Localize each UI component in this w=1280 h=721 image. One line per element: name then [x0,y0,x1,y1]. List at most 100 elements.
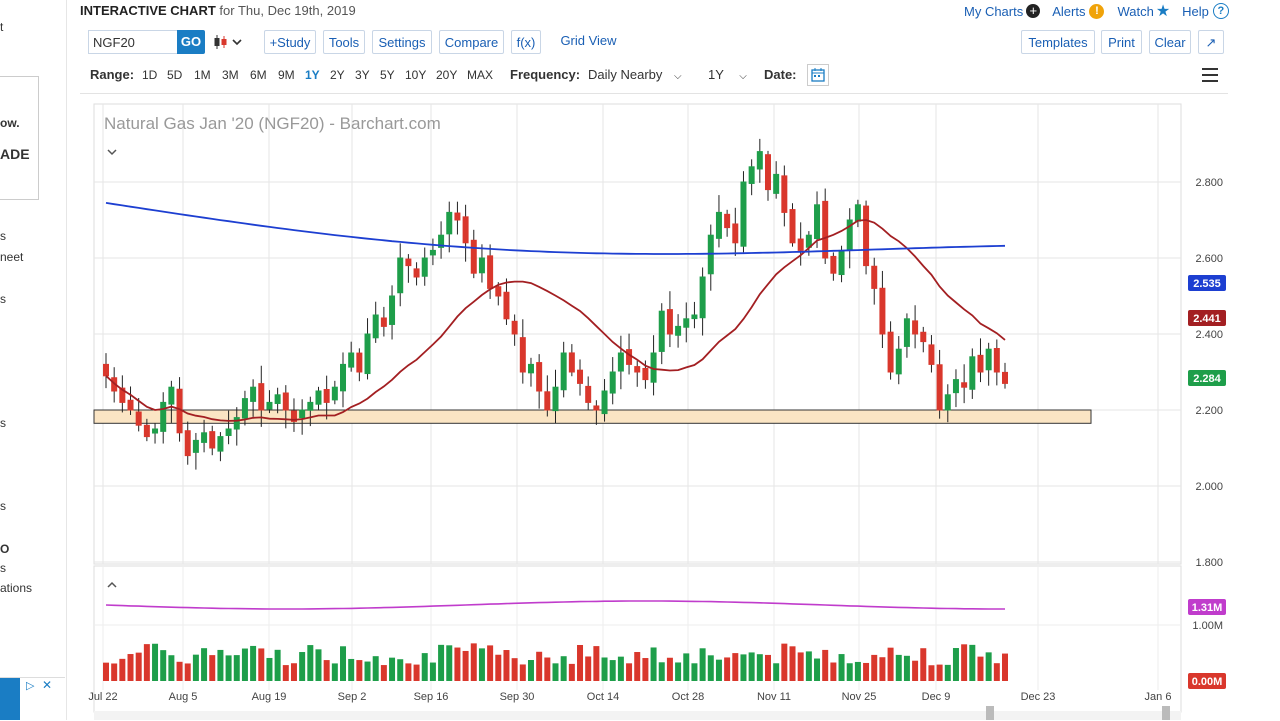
range-1m[interactable]: 1M [194,68,211,82]
my-charts-link[interactable]: My Charts [964,3,1024,19]
chart-type-selector[interactable] [213,34,245,50]
scrollbar-handle-right[interactable] [1162,706,1170,720]
sidebar-item[interactable]: s [0,416,6,430]
period-dropdown[interactable]: 1Y ⌵ [708,67,747,82]
scrollbar-track[interactable] [94,711,1181,720]
candle [715,211,722,239]
range-1d[interactable]: 1D [142,68,158,82]
range-3y[interactable]: 3Y [355,68,370,82]
volume-bar [429,662,436,681]
collapse-chevron-icon[interactable] [107,149,117,156]
sidebar-link[interactable]: t [0,20,4,34]
chevron-down-icon: ⌵ [739,71,747,82]
scrollbar-handle-left[interactable] [986,706,994,720]
candle [192,439,199,453]
volume-zero-tag-bg [1188,673,1226,689]
range-9m[interactable]: 9M [278,68,295,82]
candle [912,320,919,335]
help-icon[interactable]: ? [1212,3,1229,19]
range-2y[interactable]: 2Y [330,68,345,82]
volume-bar [552,663,559,681]
sidebar-item[interactable]: s [0,499,6,513]
candle [748,166,755,184]
volume-bar [143,644,150,681]
range-5y[interactable]: 5Y [380,68,395,82]
templates-button[interactable]: Templates [1021,30,1095,54]
sidebar-item[interactable]: neet [0,250,24,264]
alert-icon[interactable]: ! [1089,3,1105,19]
clear-button[interactable]: Clear [1149,30,1191,54]
range-20y[interactable]: 20Y [436,68,458,82]
star-icon[interactable]: ★ [1155,3,1171,20]
candle [135,411,142,426]
plus-circle-icon[interactable]: + [1026,4,1041,18]
volume-bar [985,652,992,681]
x-tick-label: Dec 9 [922,691,951,703]
volume-bar [666,657,673,681]
volume-bar [781,643,788,681]
sidebar-item[interactable]: O [0,542,10,556]
candle [241,398,248,419]
candle [871,265,878,289]
candle [454,212,461,221]
watch-link[interactable]: Watch [1117,3,1154,19]
volume-bar [805,651,812,681]
volume-bar [626,663,633,681]
compare-button[interactable]: Compare [439,30,504,54]
print-button[interactable]: Print [1101,30,1142,54]
alerts-link[interactable]: Alerts [1052,3,1086,19]
expand-icon[interactable]: ↗ [1198,30,1224,54]
x-tick-label: Sep 30 [500,691,535,703]
price-tick-label: 1.800 [1195,557,1223,569]
candle [936,364,943,411]
calendar-icon[interactable] [807,64,829,86]
sidebar-item[interactable]: ations [0,581,33,595]
candle [478,257,485,274]
grid-view-button[interactable]: Grid View [548,29,629,53]
close-ad-icon[interactable]: ✕ [42,678,53,692]
settings-button[interactable]: Settings [372,30,432,54]
range-3m[interactable]: 3M [222,68,239,82]
range-6m[interactable]: 6M [250,68,267,82]
sidebar-item[interactable]: s [0,292,6,306]
range-max[interactable]: MAX [467,68,494,82]
fx-button[interactable]: f(x) [511,30,541,54]
range-1y[interactable]: 1Y [305,68,320,82]
tools-button[interactable]: Tools [323,30,365,54]
sidebar-item[interactable]: s [0,229,6,243]
frequency-dropdown[interactable]: Daily Nearby ⌵ [588,67,682,82]
candle [274,394,281,404]
candle [299,409,306,419]
volume-bar [830,662,837,681]
candle [854,204,861,222]
hamburger-menu-icon[interactable] [1202,68,1218,82]
adchoices-icon[interactable]: ▷ [26,680,35,692]
volume-bar [364,661,371,681]
volume-bar [266,657,273,681]
candle [666,309,673,335]
candle [103,363,109,377]
candle [699,276,706,319]
volume-bar [871,654,878,681]
expand-chevron-icon[interactable] [107,581,117,588]
volume-bar [536,651,543,681]
range-10y[interactable]: 10Y [405,68,427,82]
range-5d[interactable]: 5D [167,68,183,82]
chevron-down-icon: ⌵ [674,71,682,82]
candle [691,314,698,320]
sidebar-item[interactable]: s [0,561,6,575]
help-link[interactable]: Help [1182,3,1209,19]
study-button[interactable]: +Study [264,30,316,54]
volume-bar [593,646,600,681]
page-title: INTERACTIVE CHART [80,3,216,18]
candle [838,249,845,276]
volume-bar [299,652,306,681]
volume-ma-tag: 1.31M [1188,599,1226,615]
volume-bar [920,648,927,681]
go-button[interactable]: GO [177,30,205,54]
candle [217,436,224,452]
volume-bar [438,644,445,681]
symbol-input[interactable] [88,30,178,54]
candle [756,151,763,170]
